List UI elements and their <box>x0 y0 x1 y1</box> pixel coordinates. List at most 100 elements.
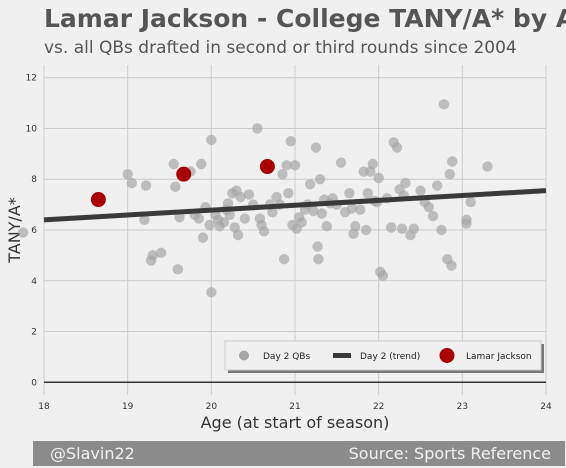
day2-qb-point <box>355 204 366 215</box>
day2-qb-point <box>386 222 397 233</box>
day2-qb-point <box>427 210 439 222</box>
day2-qb-point <box>172 264 184 275</box>
x-tick-label: 21 <box>289 402 300 412</box>
day2-qb-point <box>304 179 316 190</box>
day2-qb-point <box>346 203 358 214</box>
day2-qb-point <box>308 205 319 217</box>
day2-qb-point <box>197 232 209 243</box>
legend-day2-label: Day 2 QBs <box>263 352 310 362</box>
day2-qb-point <box>310 142 322 153</box>
lamar-jackson-point <box>176 166 192 182</box>
footer-credit: @Slavin22 <box>50 444 135 463</box>
day2-qb-point <box>174 212 185 223</box>
day2-qb-point <box>377 270 389 281</box>
day2-qb-point <box>196 158 207 170</box>
day2-qb-point <box>432 180 443 191</box>
day2-qb-point <box>235 191 246 203</box>
y-axis-label: TANY/A* <box>5 197 24 264</box>
x-tick-label: 19 <box>122 402 134 412</box>
day2-qb-point <box>258 226 270 237</box>
day2-qb-point <box>252 123 263 134</box>
day2-qb-point <box>400 177 411 189</box>
y-tick-label: 0 <box>31 378 37 388</box>
legend-lamar-marker <box>439 348 455 363</box>
day2-qb-point <box>461 218 472 229</box>
day2-qb-point <box>423 201 435 213</box>
footer-bar: @Slavin22 Source: Sports Reference <box>33 441 565 466</box>
y-tick-label: 4 <box>31 277 37 287</box>
day2-qb-point <box>350 220 361 232</box>
day2-qb-point <box>193 213 204 224</box>
day2-qb-point <box>243 189 255 200</box>
day2-qb-point <box>289 160 301 171</box>
day2-qb-point <box>218 217 230 228</box>
day2-qb-point <box>296 217 307 228</box>
day2-qb-point <box>362 187 373 199</box>
legend-trend-label: Day 2 (trend) <box>360 352 420 362</box>
day2-qb-point <box>396 223 408 234</box>
day2-qb-point <box>17 227 29 238</box>
day2-qb-point <box>281 160 292 171</box>
day2-qb-point <box>239 213 250 224</box>
legend-box <box>224 340 542 371</box>
x-tick-label: 24 <box>540 402 552 412</box>
day2-qb-point <box>147 250 158 261</box>
x-tick-label: 18 <box>38 402 50 412</box>
x-tick-label: 20 <box>206 402 218 412</box>
day2-qb-point <box>360 224 372 236</box>
day2-qb-point <box>224 209 235 220</box>
y-tick-label: 12 <box>26 74 37 84</box>
day2-qb-point <box>267 207 278 218</box>
day2-qb-point <box>278 253 290 265</box>
day2-qb-point <box>283 187 294 199</box>
legend-day2-marker <box>239 350 249 361</box>
lamar-jackson-point <box>259 159 275 175</box>
day2-qb-point <box>316 208 327 219</box>
day2-qb-point <box>465 196 476 208</box>
day2-qb-point <box>126 177 138 189</box>
day2-qb-point <box>367 158 379 170</box>
day2-qb-point <box>168 158 179 170</box>
x-tick-label: 22 <box>373 402 384 412</box>
y-tick-label: 8 <box>31 175 37 185</box>
day2-qb-point <box>206 286 217 298</box>
day2-qb-point <box>206 134 217 146</box>
day2-qb-point <box>447 156 458 167</box>
day2-qb-point <box>139 214 150 226</box>
x-tick-label: 23 <box>457 402 468 412</box>
day2-qb-point <box>373 172 384 184</box>
y-tick-label: 10 <box>26 124 38 134</box>
day2-qb-point <box>482 161 493 172</box>
trend-line <box>43 188 547 223</box>
day2-qb-point <box>321 220 332 232</box>
day2-qb-point <box>232 229 244 241</box>
day2-qb-point <box>446 260 457 271</box>
day2-qb-point <box>314 174 326 185</box>
day2-qb-point <box>444 168 455 180</box>
footer-source: Source: Sports Reference <box>348 444 551 463</box>
day2-qb-point <box>312 241 323 252</box>
day2-qb-point <box>155 247 167 259</box>
day2-qb-point <box>438 99 450 110</box>
day2-qb-point <box>391 142 403 153</box>
day2-qb-point <box>408 223 420 234</box>
chart-subtitle: vs. all QBs drafted in second or third r… <box>44 38 517 58</box>
day2-qb-point <box>335 157 347 168</box>
lamar-jackson-point <box>90 192 106 208</box>
day2-qb-point <box>436 224 447 236</box>
legend-lamar-label: Lamar Jackson <box>466 352 532 362</box>
y-tick-label: 6 <box>31 226 37 236</box>
day2-qb-point <box>285 135 297 147</box>
x-axis-label: Age (at start of season) <box>201 413 390 432</box>
day2-qb-point <box>313 253 324 265</box>
day2-qb-point <box>204 219 215 231</box>
y-tick-label: 2 <box>31 328 37 338</box>
day2-qb-point <box>170 181 181 193</box>
day2-qb-point <box>222 198 234 209</box>
day2-qb-point <box>277 168 288 180</box>
day2-qb-point <box>140 180 152 191</box>
day2-qb-point <box>415 185 426 196</box>
day2-qb-point <box>122 168 133 180</box>
